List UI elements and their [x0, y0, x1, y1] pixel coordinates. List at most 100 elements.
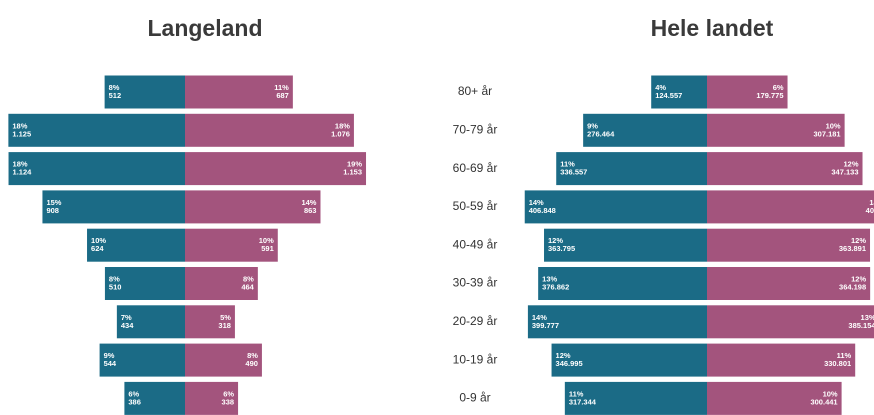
- category-label: 30-39 år: [453, 276, 498, 290]
- share-label: 18%: [13, 160, 28, 169]
- value-label: 544: [104, 359, 117, 368]
- share-label: 9%: [587, 121, 598, 130]
- value-label: 347.133: [831, 168, 858, 177]
- value-label: 330.801: [824, 359, 851, 368]
- bar: [185, 343, 262, 377]
- bar: [707, 343, 856, 377]
- bar: [185, 381, 239, 415]
- value-label: 863: [304, 206, 317, 215]
- value-label: 363.795: [548, 244, 575, 253]
- value-label: 364.198: [839, 282, 866, 291]
- value-label: 624: [91, 244, 104, 253]
- value-label: 591: [261, 244, 274, 253]
- chart-title: Hele landet: [651, 15, 774, 41]
- bar: [8, 152, 186, 186]
- share-label: 12%: [548, 236, 563, 245]
- bar: [185, 113, 354, 147]
- value-label: 338: [222, 397, 235, 406]
- value-label: 1.153: [343, 168, 362, 177]
- value-label: 399.777: [532, 321, 559, 330]
- bar: [524, 190, 707, 224]
- share-label: 11%: [560, 160, 575, 169]
- value-label: 318: [218, 321, 231, 330]
- bar: [185, 267, 258, 300]
- bar: [185, 305, 235, 339]
- share-label: 11%: [274, 83, 289, 92]
- share-label: 5%: [220, 313, 231, 322]
- value-label: 1.076: [331, 129, 350, 138]
- value-label: 405.0: [866, 206, 874, 215]
- bar: [544, 228, 707, 262]
- category-label: 20-29 år: [453, 314, 498, 328]
- bar: [707, 75, 788, 109]
- share-label: 18%: [12, 121, 27, 130]
- share-label: 12%: [556, 351, 571, 360]
- category-label: 10-19 år: [453, 352, 498, 366]
- share-label: 14%: [529, 198, 544, 207]
- share-label: 8%: [109, 83, 120, 92]
- value-label: 276.464: [587, 129, 615, 138]
- bar: [707, 228, 871, 262]
- bar: [707, 305, 874, 339]
- share-label: 8%: [243, 274, 254, 283]
- bar: [707, 152, 863, 186]
- share-label: 8%: [247, 351, 258, 360]
- share-label: 13%: [542, 274, 557, 283]
- value-label: 336.557: [560, 168, 587, 177]
- share-label: 14%: [869, 198, 874, 207]
- value-label: 687: [276, 91, 289, 100]
- bar: [538, 267, 707, 300]
- share-label: 10%: [91, 236, 106, 245]
- category-label: 0-9 år: [459, 391, 490, 405]
- value-label: 434: [121, 321, 134, 330]
- value-label: 376.862: [542, 282, 569, 291]
- share-label: 14%: [532, 313, 547, 322]
- bar: [104, 267, 185, 300]
- value-label: 307.181: [813, 129, 840, 138]
- bar: [185, 228, 278, 262]
- share-label: 7%: [121, 313, 132, 322]
- value-label: 317.344: [569, 397, 597, 406]
- value-label: 300.441: [810, 397, 837, 406]
- value-label: 510: [109, 282, 122, 291]
- value-label: 179.775: [756, 91, 783, 100]
- bar: [707, 381, 842, 415]
- bar: [707, 113, 845, 147]
- value-label: 386: [128, 397, 141, 406]
- chart-title: Langeland: [147, 15, 262, 41]
- bar: [185, 152, 367, 186]
- share-label: 10%: [259, 236, 274, 245]
- share-label: 11%: [569, 389, 584, 398]
- bar: [707, 190, 874, 224]
- category-label: 50-59 år: [453, 199, 498, 213]
- category-label: 80+ år: [458, 84, 492, 98]
- category-label: 70-79 år: [453, 122, 498, 136]
- bar: [185, 75, 293, 109]
- value-label: 512: [109, 91, 122, 100]
- value-label: 385.154: [848, 321, 874, 330]
- value-label: 1.124: [13, 168, 33, 177]
- bar: [707, 267, 871, 300]
- share-label: 10%: [823, 389, 838, 398]
- share-label: 13%: [861, 313, 874, 322]
- bar: [185, 190, 321, 224]
- share-label: 6%: [773, 83, 784, 92]
- category-label: 60-69 år: [453, 161, 498, 175]
- share-label: 18%: [335, 121, 350, 130]
- share-label: 6%: [128, 389, 139, 398]
- bar: [556, 152, 707, 186]
- share-label: 10%: [826, 121, 841, 130]
- bar: [99, 343, 185, 377]
- bar: [564, 381, 707, 415]
- value-label: 1.125: [12, 129, 31, 138]
- bar: [116, 305, 185, 339]
- share-label: 9%: [104, 351, 115, 360]
- share-label: 14%: [301, 198, 316, 207]
- share-label: 12%: [843, 160, 858, 169]
- value-label: 346.995: [556, 359, 583, 368]
- value-label: 406.848: [529, 206, 556, 215]
- share-label: 19%: [347, 160, 362, 169]
- bar: [551, 343, 707, 377]
- value-label: 464: [241, 282, 254, 291]
